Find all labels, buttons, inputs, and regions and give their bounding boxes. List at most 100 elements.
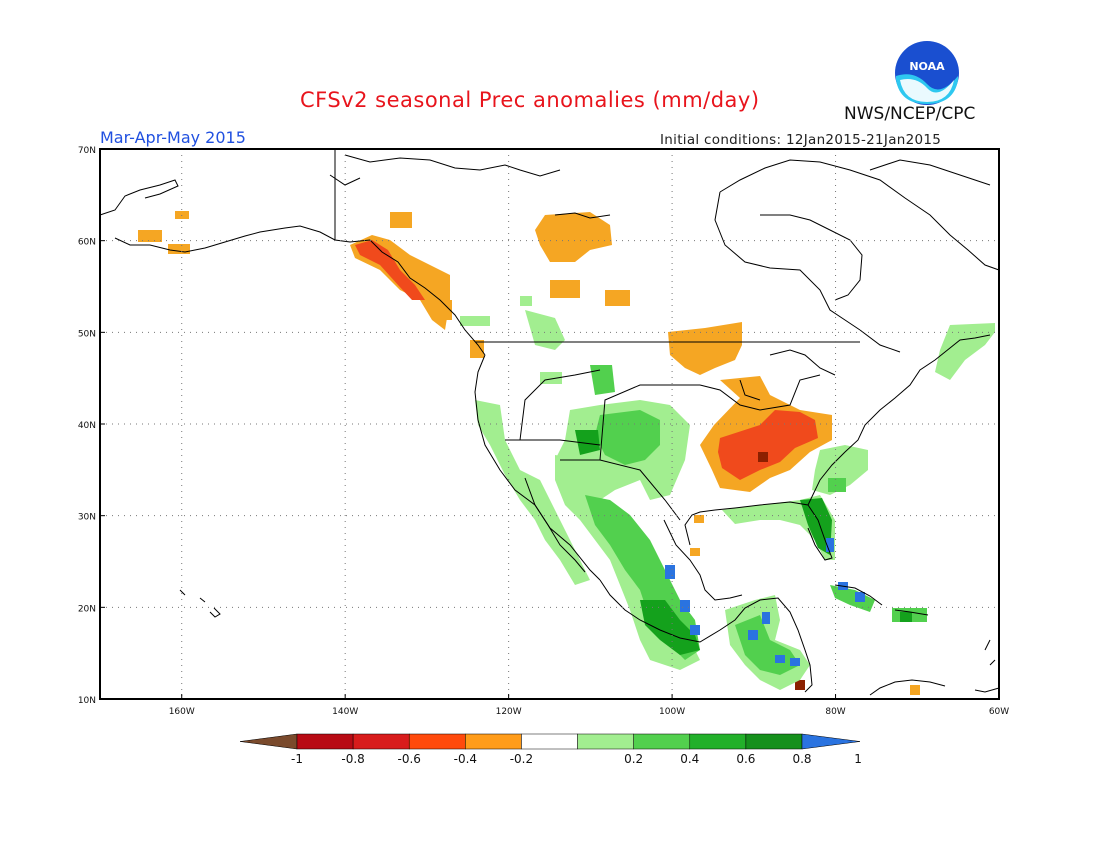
colorbar-label: 0.4 [680,752,699,766]
coastline-path [739,379,761,401]
longitude-labels: 160W 140W 120W 100W 80W 60W [169,694,1009,717]
latitude-labels: 70N 60N 50N 40N 30N 20N 10N [78,146,105,706]
coastline-path [769,349,836,376]
wet-anomaly-extreme [775,655,785,663]
colorbar-segment [745,733,803,750]
wet-anomaly-extreme [855,592,865,602]
organization-label: NWS/NCEP/CPC [844,104,976,124]
colorbar-label: 0.8 [792,752,811,766]
lat-label: 30N [78,513,96,523]
coastline-path [869,159,991,186]
wet-anomaly-extreme [790,658,800,666]
wet-anomaly-extreme [762,612,770,624]
coastline-path [505,439,601,446]
coastline-path [519,369,601,441]
coastline-path [894,609,929,616]
wet-anomaly-extreme [690,625,700,635]
dry-anomaly [390,212,412,228]
coastline-path [974,687,1000,693]
colorbar-segment [689,733,747,750]
coastline-path [554,212,611,219]
lon-label: 120W [496,707,522,717]
colorbar-segment [521,733,578,750]
colorbar-arrow-low [239,733,298,750]
coastline-path [714,501,833,561]
dry-anomaly [138,230,162,242]
dry-anomaly [470,340,484,358]
colorbar-label: 0.2 [624,752,643,766]
initial-conditions-label: Initial conditions: 12Jan2015-21Jan2015 [660,132,942,148]
dry-anomaly [694,515,704,523]
lat-label: 10N [78,696,96,706]
wet-anomaly-strong [575,430,600,455]
coastline-path [714,191,861,331]
coastline-path [369,239,486,356]
colorbar-segment [296,733,354,750]
coastline-path [344,154,561,177]
colorbar-segment [465,733,522,750]
coastline-path [684,509,716,546]
dry-anomaly [690,548,700,556]
wet-anomaly [520,296,532,306]
coastline-path [807,334,991,506]
dry-anomaly [440,300,452,320]
wet-anomaly-strong [800,498,832,555]
wet-anomaly [935,323,995,380]
coastline-path [114,225,371,253]
wet-anomaly-mid [830,585,875,612]
coastline-path [524,477,586,573]
dry-anomaly-extreme [758,452,768,462]
coastline-path [560,459,681,521]
wet-anomaly-strong [900,612,912,622]
coastline-path [699,374,821,411]
lat-label: 50N [78,329,96,339]
coastline-path [599,384,700,461]
wet-anomaly-mid [828,478,846,492]
colorbar-label: -0.8 [341,752,364,766]
colorbar: -1 -0.8 -0.6 -0.4 -0.2 0.2 0.4 0.6 0.8 1 [239,733,862,766]
wet-anomaly-mid [595,410,660,465]
coastlines [99,149,1000,696]
coastline-path [474,354,601,581]
wet-anomaly [475,400,590,585]
coastline-path [760,214,863,301]
coastline-path [719,159,1000,271]
map-title: CFSv2 seasonal Prec anomalies (mm/day) [300,88,760,112]
noaa-logo-text: NOAA [909,60,945,73]
coastline-path [99,179,179,216]
dry-anomaly-strong [355,240,425,300]
dry-anomaly-extreme [795,680,805,690]
wet-anomaly [525,310,565,350]
coastline-path [834,584,883,606]
wet-anomaly [812,445,868,495]
coastline-path [663,519,743,601]
colorbar-label: 0.6 [736,752,755,766]
wet-anomaly-extreme [748,630,758,640]
dry-anomaly [168,244,190,254]
dry-anomaly [668,322,742,375]
noaa-logo: NOAA [895,41,959,105]
wet-anomaly-strong [640,600,700,655]
lat-label: 20N [78,604,96,614]
coastline-path [984,639,996,666]
colorbar-segment [408,733,466,750]
colorbar-label: 1 [854,752,862,766]
colorbar-segment [633,733,691,750]
lat-label: 70N [78,146,96,156]
lon-label: 100W [659,707,685,717]
wet-anomaly [540,372,562,384]
colorbar-segment [577,733,634,750]
coastline-path [179,589,221,618]
colorbar-segment [352,733,410,750]
coastline-path [599,579,813,693]
lon-label: 140W [332,707,358,717]
colorbar-label: -0.4 [454,752,477,766]
coastline-path [859,329,901,353]
lon-label: 60W [989,707,1009,717]
wet-anomaly [460,316,490,326]
lat-label: 40N [78,421,96,431]
colorbar-label: -0.6 [398,752,421,766]
colorbar-label: -1 [291,752,303,766]
lat-label: 60N [78,238,96,248]
